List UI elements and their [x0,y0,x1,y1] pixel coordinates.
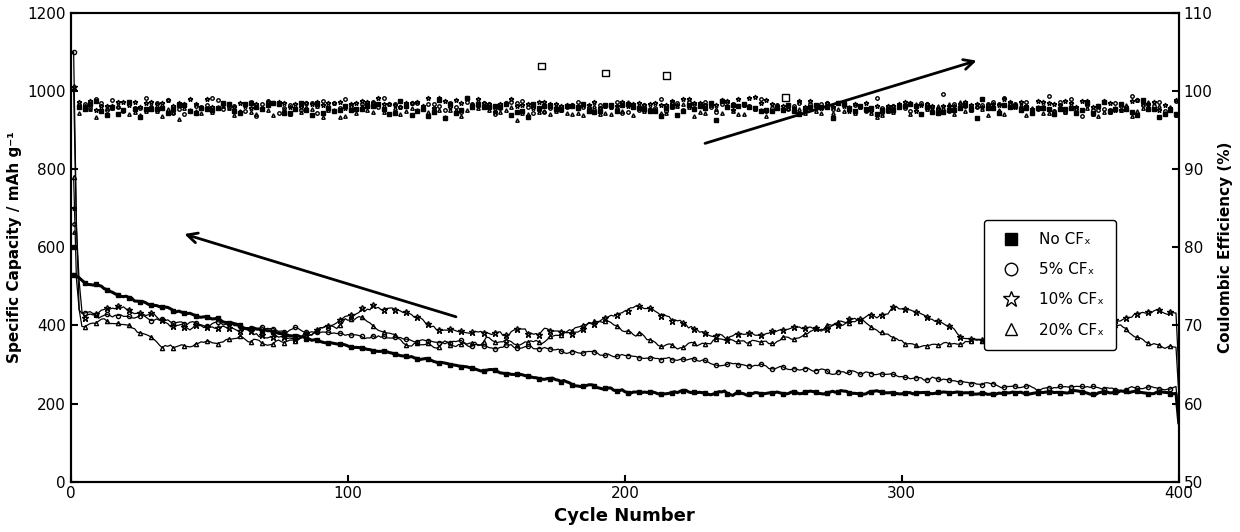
X-axis label: Cycle Number: Cycle Number [554,507,696,525]
Point [532,62,552,70]
Y-axis label: Coulombic Efficiency (%): Coulombic Efficiency (%) [1218,142,1233,353]
Point [656,71,676,80]
Legend: No CFₓ, 5% CFₓ, 10% CFₓ, 20% CFₓ: No CFₓ, 5% CFₓ, 10% CFₓ, 20% CFₓ [983,220,1116,350]
Point [595,69,615,77]
Point [775,93,795,102]
Y-axis label: Specific Capacity / mAh g⁻¹: Specific Capacity / mAh g⁻¹ [7,131,22,363]
